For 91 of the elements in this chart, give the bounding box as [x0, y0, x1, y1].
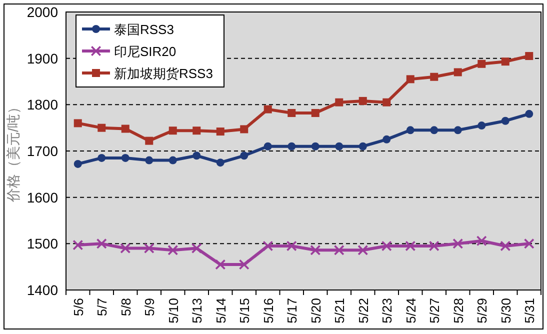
- point: [454, 68, 462, 76]
- x-tick-label: 5/20: [308, 298, 324, 324]
- x-tick-label: 5/29: [474, 298, 490, 324]
- x-tick-label: 5/31: [522, 298, 538, 324]
- point: [121, 154, 130, 162]
- point: [240, 152, 248, 160]
- x-tick-label: 5/14: [213, 298, 228, 324]
- point: [406, 126, 414, 134]
- x-tick-label: 5/22: [356, 298, 371, 324]
- point: [524, 238, 534, 249]
- point: [168, 126, 177, 135]
- point: [98, 154, 106, 162]
- x-tick-label: 5/9: [142, 298, 158, 316]
- point: [168, 156, 177, 164]
- x-tick-label: 5/17: [284, 298, 300, 324]
- point: [264, 105, 272, 114]
- point: [98, 124, 106, 132]
- x-tick-label: 5/21: [332, 298, 348, 324]
- point: [310, 245, 320, 256]
- point: [145, 156, 154, 164]
- x-tick-label: 5/24: [403, 298, 418, 324]
- point: [216, 128, 224, 136]
- point: [476, 236, 487, 246]
- point: [406, 75, 414, 84]
- point: [144, 243, 154, 254]
- point: [382, 240, 392, 251]
- point: [500, 240, 510, 251]
- x-tick-label: 5/27: [427, 298, 442, 324]
- point: [382, 98, 391, 106]
- point: [335, 98, 344, 106]
- point: [405, 240, 416, 251]
- point: [430, 72, 438, 81]
- point: [192, 243, 202, 254]
- x-tick-label: 5/8: [118, 298, 134, 316]
- point: [264, 142, 272, 150]
- point: [311, 109, 320, 118]
- point: [501, 58, 510, 66]
- point: [358, 245, 368, 256]
- point: [358, 96, 367, 105]
- point: [525, 110, 534, 118]
- point: [121, 124, 130, 133]
- point: [288, 109, 296, 118]
- point: [168, 245, 178, 256]
- point: [478, 122, 486, 130]
- y-tick-label: 1900: [26, 50, 58, 66]
- point: [192, 152, 201, 160]
- point: [262, 240, 273, 251]
- point: [358, 142, 367, 150]
- point: [74, 160, 82, 168]
- point: [288, 142, 296, 150]
- x-tick-label: 5/16: [260, 298, 276, 324]
- point: [382, 135, 391, 144]
- point: [215, 260, 226, 270]
- point: [239, 260, 250, 270]
- point: [454, 126, 462, 134]
- point: [145, 136, 154, 145]
- x-tick-label: 5/13: [190, 298, 205, 324]
- point: [478, 60, 486, 68]
- point: [120, 243, 130, 254]
- x-tick-label: 5/15: [237, 298, 252, 324]
- point: [240, 125, 248, 134]
- x-tick-label: 5/28: [450, 298, 466, 324]
- point: [311, 142, 320, 150]
- point: [334, 245, 344, 256]
- point: [501, 116, 510, 125]
- legend-label: 印尼SIR20: [114, 44, 176, 59]
- point: [286, 240, 297, 251]
- y-tick-label: 1500: [26, 236, 58, 252]
- x-tick-label: 5/30: [498, 298, 514, 324]
- point: [525, 52, 534, 60]
- point: [192, 126, 201, 135]
- legend-label: 泰国RSS3: [114, 22, 174, 37]
- y-tick-label: 1800: [26, 96, 58, 113]
- x-tick-label: 5/6: [70, 298, 86, 316]
- point: [216, 158, 224, 167]
- point: [430, 126, 438, 134]
- point: [429, 240, 440, 251]
- y-tick-label: 1400: [26, 282, 58, 298]
- point: [74, 119, 82, 128]
- y-tick-label: 2000: [26, 4, 58, 20]
- y-tick-label: 1600: [26, 189, 58, 206]
- point: [452, 238, 463, 249]
- point: [335, 142, 344, 150]
- x-tick-label: 5/7: [94, 298, 110, 316]
- y-tick-label: 1700: [26, 143, 58, 159]
- y-axis-title: 价格（美元/吨）: [5, 100, 21, 203]
- point: [96, 238, 107, 249]
- x-tick-label: 5/10: [166, 298, 181, 324]
- x-tick-label: 5/23: [380, 298, 395, 324]
- point: [72, 240, 83, 250]
- legend-label: 新加坡期货RSS3: [114, 66, 213, 81]
